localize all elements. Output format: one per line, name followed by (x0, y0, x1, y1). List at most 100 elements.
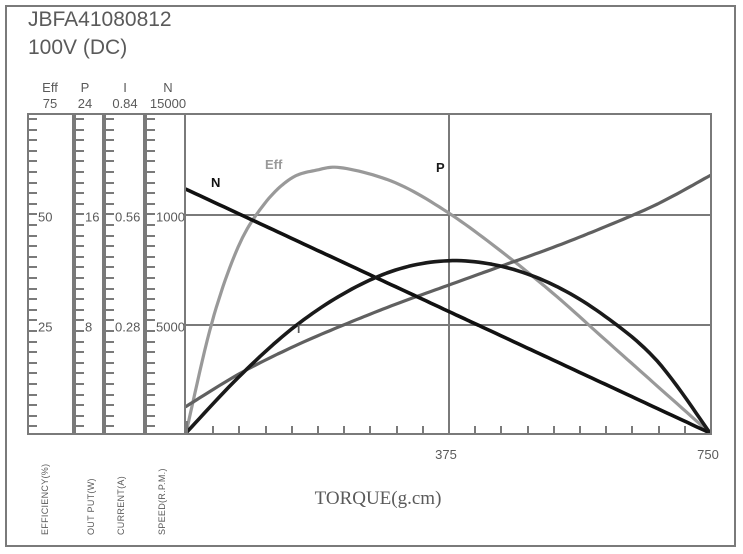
x-axis-minor-tick (526, 426, 529, 435)
axis-minor-tick (106, 128, 114, 131)
axis-max-n: 15000 (149, 96, 187, 111)
axis-minor-tick (147, 171, 155, 173)
x-tick-label-375: 375 (435, 447, 457, 462)
axis-minor-tick (106, 139, 114, 142)
axis-minor-tick (106, 361, 114, 364)
axis-minor-tick (147, 149, 155, 152)
axis-minor-tick (76, 245, 84, 248)
axis-minor-tick (29, 139, 37, 142)
axis-minor-tick (147, 308, 155, 311)
axis-minor-tick (147, 234, 155, 237)
axis-minor-tick (29, 224, 37, 226)
axis-minor-tick (106, 192, 114, 195)
axis-minor-tick (29, 245, 37, 248)
axis-minor-tick (147, 319, 155, 322)
x-axis-minor-tick (421, 426, 424, 435)
axis-symbol-eff: Eff (42, 80, 58, 95)
axis-minor-tick (106, 181, 114, 184)
axis-tick-label-n: 10000 (156, 209, 193, 225)
axis-minor-tick (147, 192, 155, 195)
axis-max-i: 0.84 (112, 96, 138, 111)
x-axis-minor-tick (605, 426, 608, 435)
model-title: JBFA41080812 (28, 8, 172, 31)
axis-minor-tick (147, 340, 155, 343)
axis-name-current: CURRENT(A) (116, 476, 126, 535)
axis-minor-tick (76, 287, 84, 290)
axis-tick-label-p: 16 (85, 209, 100, 225)
axis-minor-tick (106, 393, 114, 396)
axis-minor-tick (29, 192, 37, 195)
axis-tick-label-i: 0.56 (115, 209, 141, 225)
axis-minor-tick (147, 372, 155, 375)
axis-minor-tick (76, 383, 84, 385)
x-axis-minor-tick (500, 426, 503, 435)
axis-minor-tick (106, 118, 114, 120)
axis-minor-tick (106, 372, 114, 375)
axis-minor-tick (147, 213, 155, 216)
axis-name-efficiency: EFFICIENCY(%) (40, 463, 50, 535)
axis-minor-tick (106, 160, 114, 163)
axis-minor-tick (106, 340, 114, 343)
axis-minor-tick (106, 171, 114, 173)
axis-minor-tick (147, 266, 155, 269)
axis-minor-tick (106, 213, 114, 216)
axis-minor-tick (147, 245, 155, 248)
axis-symbol-p: P (80, 80, 90, 95)
axis-minor-tick (29, 372, 37, 375)
axis-minor-tick (76, 319, 84, 322)
axis-symbol-i: I (123, 80, 127, 95)
axis-minor-tick (29, 414, 37, 417)
curve-label-i: I (297, 322, 301, 336)
curve-eff (186, 165, 710, 433)
axis-minor-tick (147, 361, 155, 364)
axis-minor-tick (76, 330, 84, 332)
gridline-vertical-mid (448, 115, 450, 433)
axis-minor-tick (29, 287, 37, 290)
curve-label-p: P (436, 160, 445, 175)
axis-minor-tick (147, 393, 155, 396)
axis-minor-tick (29, 181, 37, 184)
axis-minor-tick (76, 118, 84, 120)
axis-minor-tick (76, 139, 84, 142)
axis-minor-tick (147, 404, 155, 407)
axis-minor-tick (76, 425, 84, 428)
x-axis-minor-tick (264, 426, 267, 435)
axis-minor-tick (147, 414, 155, 417)
axis-minor-tick (76, 404, 84, 407)
axis-minor-tick (76, 351, 84, 354)
axis-column-efficiency: 755025 (27, 113, 74, 435)
x-axis-minor-tick (238, 426, 241, 435)
axis-minor-tick (29, 160, 37, 163)
x-axis-minor-tick (683, 426, 686, 435)
curve-label-n: N (211, 175, 221, 190)
axis-minor-tick (147, 224, 155, 226)
axis-minor-tick (29, 393, 37, 396)
x-axis-minor-tick (395, 426, 398, 435)
axis-minor-tick (29, 340, 37, 343)
axis-minor-tick (147, 118, 155, 120)
axis-minor-tick (106, 425, 114, 428)
axis-minor-tick (106, 266, 114, 269)
axis-minor-tick (106, 404, 114, 407)
axis-tick-label-p: 8 (85, 319, 93, 335)
axis-minor-tick (106, 414, 114, 417)
axis-minor-tick (76, 393, 84, 396)
x-axis-major-tick (710, 421, 712, 435)
x-axis-minor-tick (631, 426, 634, 435)
axis-minor-tick (29, 425, 37, 428)
axis-minor-tick (29, 361, 37, 364)
axis-minor-tick (76, 128, 84, 131)
axis-minor-tick (106, 202, 114, 205)
x-axis-major-tick (186, 421, 188, 435)
axis-minor-tick (76, 234, 84, 237)
axis-minor-tick (76, 160, 84, 163)
axis-minor-tick (106, 245, 114, 248)
axis-minor-tick (106, 277, 114, 279)
axis-minor-tick (76, 202, 84, 205)
axis-minor-tick (106, 149, 114, 152)
plot-area (184, 113, 712, 435)
axis-minor-tick (29, 404, 37, 407)
x-axis-major-tick (448, 421, 450, 435)
axis-name-output: OUT PUT(W) (86, 478, 96, 535)
